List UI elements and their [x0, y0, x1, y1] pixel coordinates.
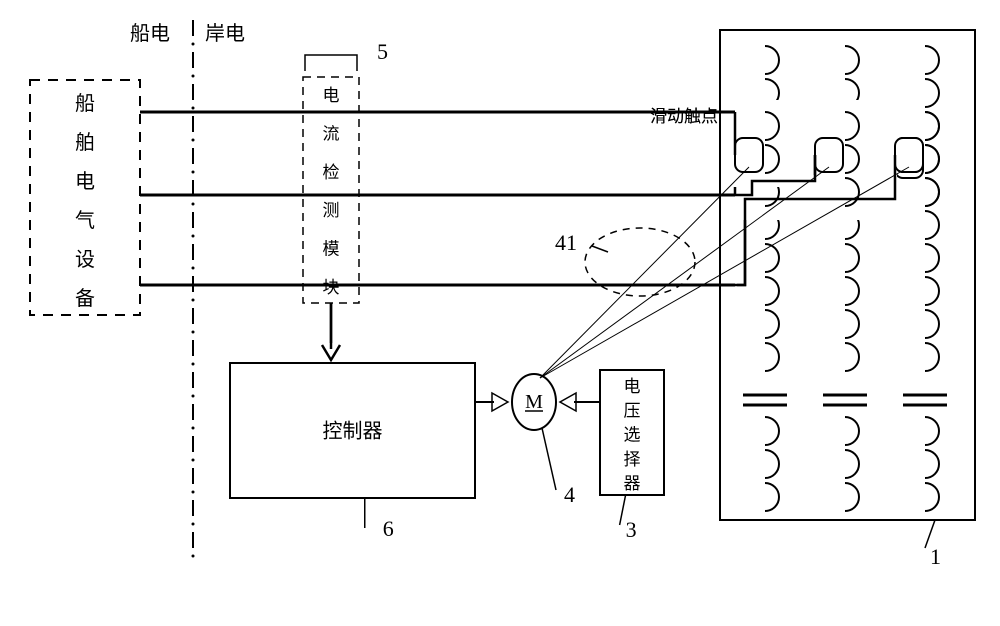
svg-text:1: 1	[930, 544, 941, 569]
svg-text:选: 选	[624, 426, 641, 445]
svg-text:模: 模	[323, 240, 340, 259]
svg-text:电: 电	[75, 170, 95, 193]
svg-text:5: 5	[377, 39, 388, 64]
svg-text:电: 电	[624, 377, 641, 396]
svg-text:41: 41	[555, 230, 577, 255]
svg-text:滑动触点: 滑动触点	[650, 107, 718, 126]
svg-text:M: M	[525, 391, 543, 413]
svg-text:择: 择	[624, 450, 641, 469]
svg-text:6: 6	[383, 516, 394, 541]
svg-text:气: 气	[75, 209, 95, 232]
svg-text:舶: 舶	[75, 131, 95, 154]
svg-text:岸电: 岸电	[205, 22, 245, 45]
svg-text:4: 4	[564, 482, 575, 507]
svg-text:测: 测	[323, 201, 340, 220]
svg-text:块: 块	[323, 278, 340, 297]
svg-text:控制器: 控制器	[323, 420, 383, 443]
svg-text:压: 压	[624, 401, 641, 420]
svg-text:3: 3	[626, 517, 637, 542]
svg-text:设: 设	[75, 248, 95, 271]
svg-text:船: 船	[75, 92, 95, 115]
svg-text:流: 流	[323, 124, 340, 143]
svg-text:船电: 船电	[130, 22, 170, 45]
svg-text:电: 电	[323, 86, 340, 105]
svg-text:备: 备	[75, 287, 95, 310]
svg-text:器: 器	[624, 474, 641, 493]
svg-text:检: 检	[323, 163, 340, 182]
